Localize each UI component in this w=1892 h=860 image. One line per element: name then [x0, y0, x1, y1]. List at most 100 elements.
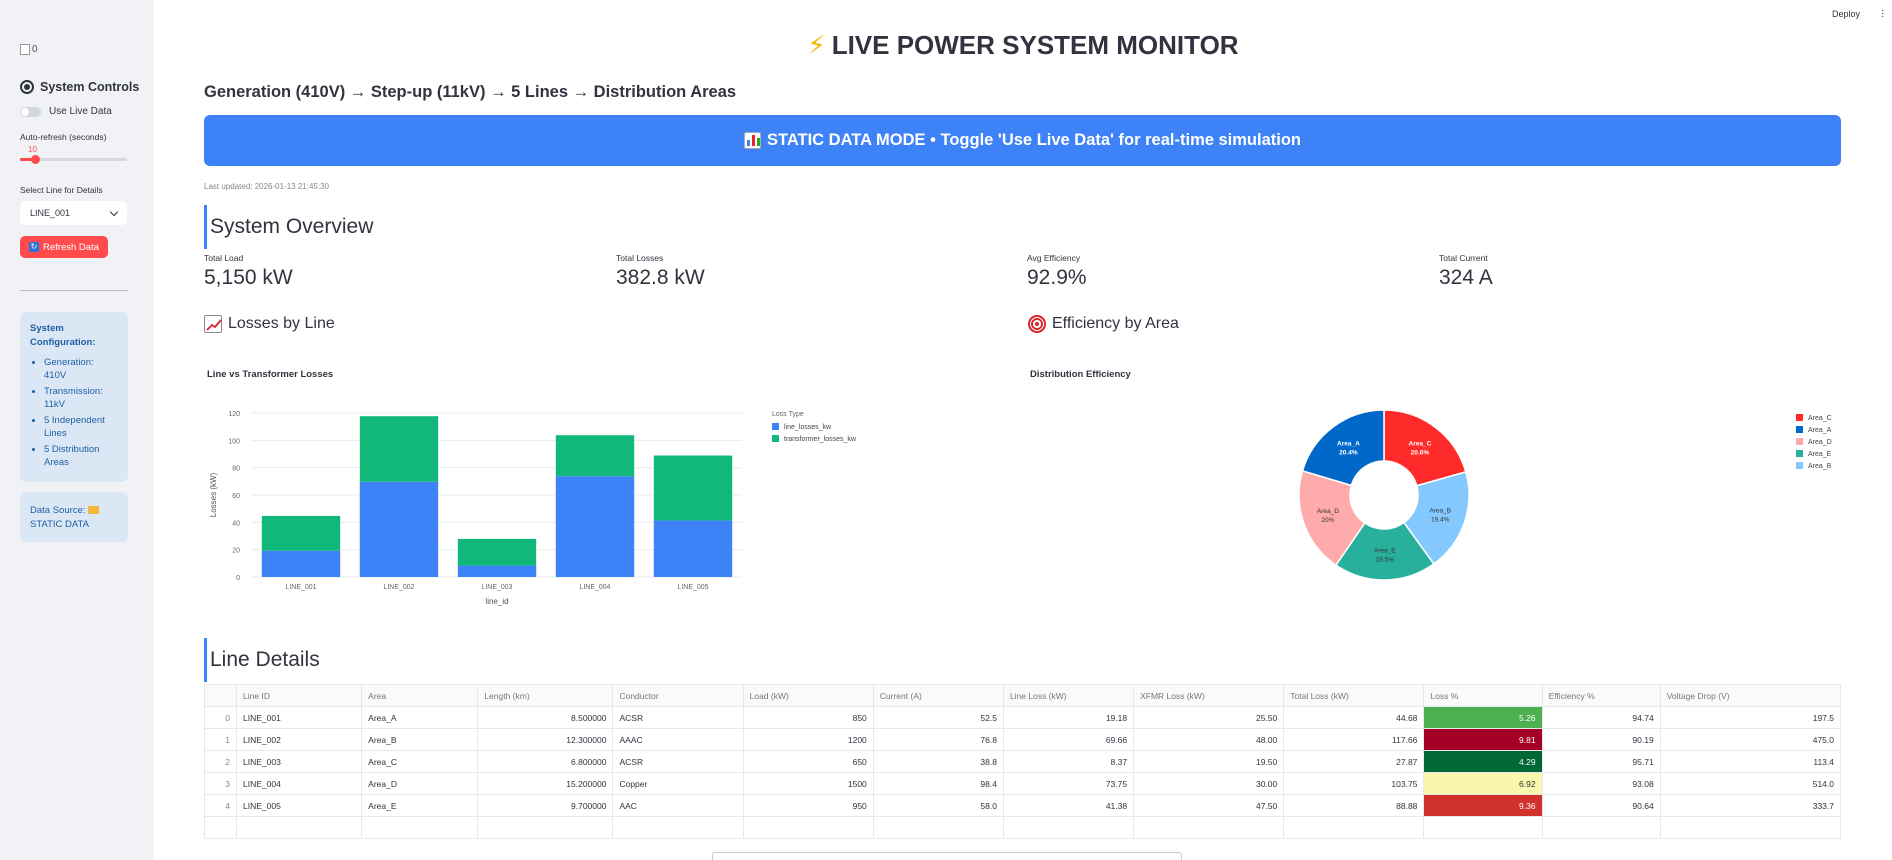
table-cell[interactable]: 650 — [742, 750, 874, 773]
table-cell[interactable]: 98.4 — [872, 772, 1004, 795]
table-cell[interactable]: Area_D — [361, 772, 479, 795]
slice-Area_E[interactable] — [1334, 521, 1435, 581]
table-cell[interactable]: LINE_002 — [236, 728, 363, 751]
slice-Area_A[interactable] — [1301, 409, 1385, 487]
table-cell[interactable]: 0 — [203, 706, 238, 729]
bar-transformer_losses_kw-LINE_001[interactable] — [261, 515, 341, 551]
column-header[interactable]: Total Loss (kW) — [1283, 684, 1425, 707]
bar-transformer_losses_kw-LINE_004[interactable] — [555, 435, 635, 477]
table-cell[interactable]: 475.0 — [1659, 728, 1842, 751]
bar-line_losses_kw-LINE_003[interactable] — [457, 565, 537, 577]
table-cell[interactable]: 4 — [203, 794, 238, 817]
more-vertical-icon[interactable]: · · · — [1881, 5, 1885, 22]
table-cell[interactable]: Area_B — [361, 728, 479, 751]
loss-percent-cell[interactable]: 9.36 — [1423, 794, 1543, 817]
bar-line_losses_kw-LINE_004[interactable] — [555, 476, 635, 577]
table-cell[interactable]: AAAC — [612, 728, 744, 751]
auto-refresh-slider[interactable] — [20, 155, 127, 164]
column-header[interactable]: XFMR Loss (kW) — [1133, 684, 1285, 707]
table-cell[interactable]: 52.5 — [872, 706, 1004, 729]
loss-percent-cell[interactable]: 5.26 — [1423, 706, 1543, 729]
bar-line_losses_kw-LINE_005[interactable] — [653, 520, 733, 577]
table-cell[interactable]: 73.75 — [1002, 772, 1135, 795]
slice-Area_D[interactable] — [1298, 469, 1366, 567]
table-cell[interactable]: 69.66 — [1002, 728, 1135, 751]
table-cell[interactable]: 94.74 — [1541, 706, 1661, 729]
bar-transformer_losses_kw-LINE_003[interactable] — [457, 538, 537, 566]
table-cell[interactable]: 117.66 — [1283, 728, 1425, 751]
table-cell[interactable]: 30.00 — [1133, 772, 1285, 795]
column-header[interactable]: Efficiency % — [1541, 684, 1661, 707]
slider-thumb[interactable] — [30, 155, 40, 164]
table-cell[interactable]: 58.0 — [872, 794, 1004, 817]
table-cell[interactable]: 76.8 — [872, 728, 1004, 751]
line-select[interactable]: LINE_001 — [20, 201, 127, 225]
table-cell[interactable]: 2 — [203, 750, 238, 773]
column-header[interactable]: Line Loss (kW) — [1002, 684, 1135, 707]
table-cell[interactable]: LINE_005 — [236, 794, 363, 817]
table-row[interactable]: 0 LINE_001 Area_A 8.500000 ACSR 850 52.5 19.18 2… — [203, 706, 1842, 729]
column-header[interactable] — [203, 684, 238, 707]
table-cell[interactable]: 15.200000 — [477, 772, 614, 795]
column-header[interactable]: Current (A) — [872, 684, 1004, 707]
table-cell[interactable]: 41.38 — [1002, 794, 1135, 817]
table-cell[interactable]: 12.300000 — [477, 728, 614, 751]
deploy-button[interactable]: Deploy — [1831, 9, 1860, 19]
table-cell[interactable]: 103.75 — [1283, 772, 1425, 795]
table-cell[interactable]: 47.50 — [1133, 794, 1285, 817]
table-cell[interactable]: 333.7 — [1659, 794, 1842, 817]
slice-Area_B[interactable] — [1402, 470, 1470, 565]
table-cell[interactable]: LINE_004 — [236, 772, 363, 795]
table-cell[interactable]: 48.00 — [1133, 728, 1285, 751]
table-cell[interactable]: AAC — [612, 794, 744, 817]
table-row[interactable]: 1 LINE_002 Area_B 12.300000 AAAC 1200 76.8 69.6… — [203, 728, 1842, 751]
column-header[interactable]: Loss % — [1423, 684, 1543, 707]
slice-Area_C[interactable] — [1383, 409, 1467, 487]
toggle-switch[interactable] — [20, 106, 41, 117]
table-cell[interactable]: 1 — [203, 728, 238, 751]
table-cell[interactable]: ACSR — [612, 750, 744, 773]
loss-percent-cell[interactable]: 9.81 — [1423, 728, 1543, 751]
live-data-toggle[interactable]: Use Live Data — [20, 106, 112, 117]
column-header[interactable]: Voltage Drop (V) — [1659, 684, 1842, 707]
column-header[interactable]: Conductor — [612, 684, 744, 707]
column-header[interactable]: Area — [361, 684, 479, 707]
table-cell[interactable]: 950 — [742, 794, 874, 817]
table-cell[interactable]: Copper — [612, 772, 744, 795]
table-cell[interactable]: 90.64 — [1541, 794, 1661, 817]
table-cell[interactable]: 9.700000 — [477, 794, 614, 817]
table-row[interactable]: 4 LINE_005 Area_E 9.700000 AAC 950 58.0 41.38 47… — [203, 794, 1842, 817]
bar-line_losses_kw-LINE_002[interactable] — [359, 481, 439, 577]
table-cell[interactable]: 90.19 — [1541, 728, 1661, 751]
table-cell[interactable]: 44.68 — [1283, 706, 1425, 729]
column-header[interactable]: Load (kW) — [742, 684, 874, 707]
table-cell[interactable]: ACSR — [612, 706, 744, 729]
table-row[interactable]: 3 LINE_004 Area_D 15.200000 Copper 1500 98.4 73… — [203, 772, 1842, 795]
table-row[interactable]: 2 LINE_003 Area_C 6.800000 ACSR 650 38.8 8.37 19… — [203, 750, 1842, 773]
table-cell[interactable]: 19.50 — [1133, 750, 1285, 773]
table-cell[interactable]: 8.37 — [1002, 750, 1135, 773]
table-cell[interactable]: Area_E — [361, 794, 479, 817]
horizontal-scrollbar[interactable] — [712, 852, 1182, 860]
table-cell[interactable]: 95.71 — [1541, 750, 1661, 773]
table-cell[interactable]: 113.4 — [1659, 750, 1842, 773]
table-cell[interactable]: LINE_001 — [236, 706, 363, 729]
table-cell[interactable]: 27.87 — [1283, 750, 1425, 773]
table-cell[interactable]: 3 — [203, 772, 238, 795]
table-cell[interactable]: Area_C — [361, 750, 479, 773]
loss-percent-cell[interactable]: 4.29 — [1423, 750, 1543, 773]
bar-transformer_losses_kw-LINE_002[interactable] — [359, 416, 439, 482]
column-header[interactable]: Length (km) — [477, 684, 614, 707]
column-header[interactable]: Line ID — [236, 684, 363, 707]
refresh-button[interactable]: ↻ Refresh Data — [20, 236, 108, 258]
line-details-table[interactable]: Line ID Area Length (km) Conductor Load (kW)… — [203, 684, 1842, 839]
table-cell[interactable]: 38.8 — [872, 750, 1004, 773]
table-cell[interactable]: 514.0 — [1659, 772, 1842, 795]
table-cell[interactable]: 93.08 — [1541, 772, 1661, 795]
table-cell[interactable]: 197.5 — [1659, 706, 1842, 729]
table-cell[interactable]: Area_A — [361, 706, 479, 729]
table-cell[interactable]: 6.800000 — [477, 750, 614, 773]
table-cell[interactable]: 19.18 — [1002, 706, 1135, 729]
loss-percent-cell[interactable]: 6.92 — [1423, 772, 1543, 795]
table-cell[interactable]: 8.500000 — [477, 706, 614, 729]
